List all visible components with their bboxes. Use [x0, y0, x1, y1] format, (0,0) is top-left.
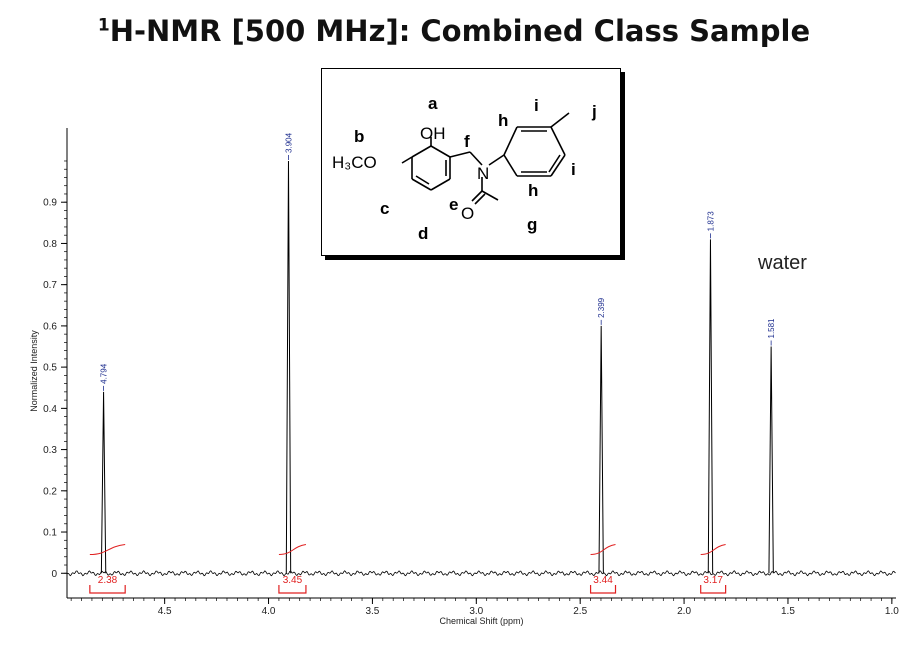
integral-bracket: [278, 585, 307, 594]
title-text: H-NMR [500 MHz]: Combined Class Sample: [109, 14, 811, 48]
peak-label: 2.399: [597, 297, 606, 318]
molecule-structure-diagram: a OH b H₃CO c d e f N O g h h i i j: [332, 94, 597, 243]
title-superscript: 1: [97, 15, 110, 36]
peak-label: 1.873: [706, 211, 715, 232]
spectrum-baseline: [66, 570, 896, 577]
peak-label: 3.904: [284, 132, 293, 153]
y-tick-label: 0.4: [43, 404, 57, 415]
peak-label: 1.581: [767, 318, 776, 339]
y-tick-label: 0.1: [43, 528, 57, 539]
integral-value: 3.44: [593, 575, 613, 586]
y-tick-label: 0.2: [43, 486, 57, 497]
spectrum-peak: [598, 325, 604, 574]
y-tick-label: 0.9: [43, 198, 57, 209]
integral-value: 3.17: [703, 575, 723, 586]
label-b: b: [354, 127, 364, 146]
spectrum-peak: [100, 391, 107, 574]
spectrum-peak: [707, 239, 714, 574]
integral-bracket: [89, 585, 126, 594]
x-tick-label: 4.5: [158, 606, 172, 617]
atom-methoxy: H₃CO: [332, 153, 377, 172]
x-tick-label: 2.5: [573, 606, 587, 617]
y-tick-label: 0.3: [43, 445, 57, 456]
label-h-top: h: [498, 111, 508, 130]
x-tick-label: 3.5: [365, 606, 379, 617]
label-h-bottom: h: [528, 181, 538, 200]
integral-value: 2.38: [98, 575, 118, 586]
y-tick-label: 0.7: [43, 280, 57, 291]
label-i-top: i: [534, 96, 539, 115]
integral-value: 3.45: [283, 575, 303, 586]
label-a: a: [428, 94, 438, 113]
label-j: j: [591, 102, 597, 121]
atom-oh: OH: [420, 124, 446, 143]
y-tick-label: 0.5: [43, 363, 57, 374]
integral-curve: [700, 544, 726, 556]
integral-curve: [278, 544, 307, 556]
x-tick-label: 1.0: [885, 606, 899, 617]
page-title: 1H-NMR [500 MHz]: Combined Class Sample: [0, 14, 908, 48]
integral-bracket: [589, 585, 617, 594]
label-c: c: [380, 199, 389, 218]
x-axis-title: Chemical Shift (ppm): [439, 616, 523, 626]
atom-n: N: [477, 164, 489, 183]
label-f: f: [464, 132, 470, 151]
integral-curve: [89, 544, 126, 556]
y-tick-label: 0.6: [43, 321, 57, 332]
y-axis-title: Normalized Intensity: [29, 330, 39, 412]
x-tick-label: 4.0: [262, 606, 276, 617]
y-tick-label: 0.8: [43, 239, 57, 250]
spectrum-peak: [768, 346, 774, 574]
label-d: d: [418, 224, 428, 243]
label-e: e: [449, 195, 458, 214]
integral-curve: [590, 544, 616, 556]
water-annotation: water: [758, 252, 807, 274]
spectrum-peak: [285, 160, 292, 574]
atom-o: O: [461, 204, 474, 223]
y-tick-label: 0: [51, 569, 57, 580]
structure-bonds: [401, 112, 570, 205]
label-g: g: [527, 215, 537, 234]
molecule-structure-box: a OH b H₃CO c d e f N O g h h i i j: [321, 68, 621, 256]
x-tick-label: 3.0: [469, 606, 483, 617]
x-tick-label: 2.0: [677, 606, 691, 617]
x-tick-label: 1.5: [781, 606, 795, 617]
label-i-right: i: [571, 160, 576, 179]
peak-label: 4.794: [100, 363, 109, 384]
integral-bracket: [700, 585, 727, 594]
